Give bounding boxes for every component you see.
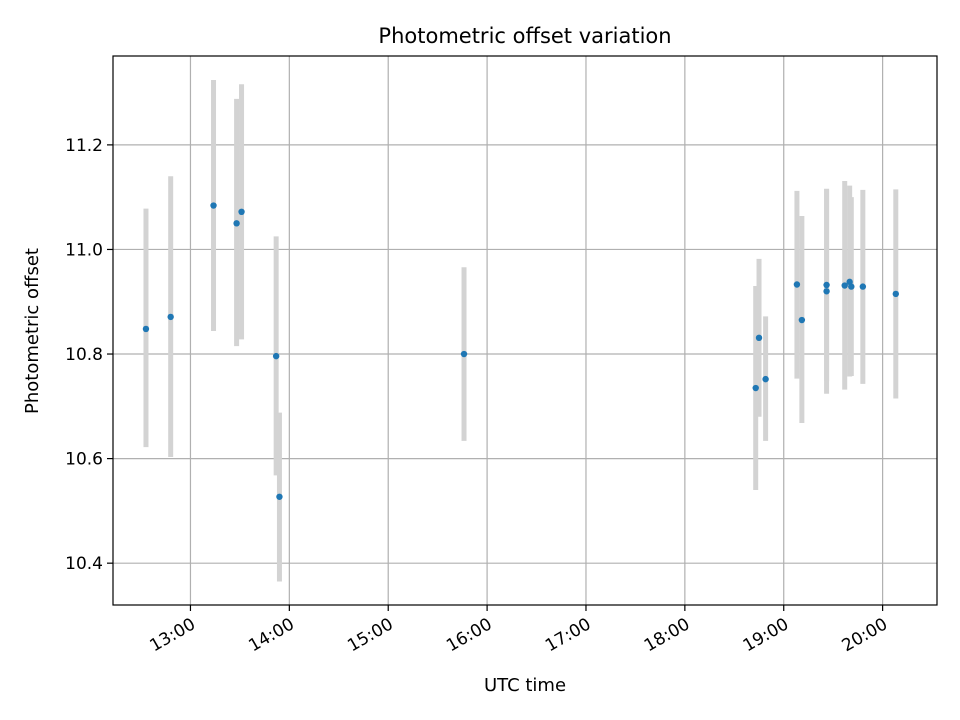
data-point <box>460 350 468 358</box>
data-point <box>238 208 245 216</box>
data-point <box>272 352 280 360</box>
data-point <box>167 313 174 321</box>
y-tick-label: 11.0 <box>65 240 103 260</box>
data-point <box>142 325 150 333</box>
y-axis-label: Photometric offset <box>22 248 43 414</box>
data-point <box>755 334 763 342</box>
y-tick-label: 10.8 <box>65 345 103 365</box>
y-tick-label: 11.2 <box>65 136 103 156</box>
data-point <box>762 375 769 383</box>
data-point <box>210 202 217 209</box>
data-point <box>841 282 848 289</box>
y-tick-label: 10.4 <box>65 554 103 574</box>
data-point <box>793 281 801 288</box>
data-point <box>859 283 867 290</box>
y-axis-ticks: 10.4 10.6 10.8 11.0 11.2 <box>65 136 113 574</box>
data-point <box>752 384 759 392</box>
data-point <box>848 283 855 290</box>
plot-frame <box>112 55 938 606</box>
y-tick-label: 10.6 <box>65 450 103 470</box>
chart-title: Photometric offset variation <box>378 24 671 48</box>
x-axis-label: UTC time <box>484 675 566 696</box>
data-point <box>823 281 830 289</box>
data-point <box>798 316 806 324</box>
data-points <box>142 202 899 500</box>
data-point <box>823 288 830 295</box>
data-point <box>233 220 240 227</box>
data-point <box>276 493 283 500</box>
data-point <box>892 290 899 298</box>
